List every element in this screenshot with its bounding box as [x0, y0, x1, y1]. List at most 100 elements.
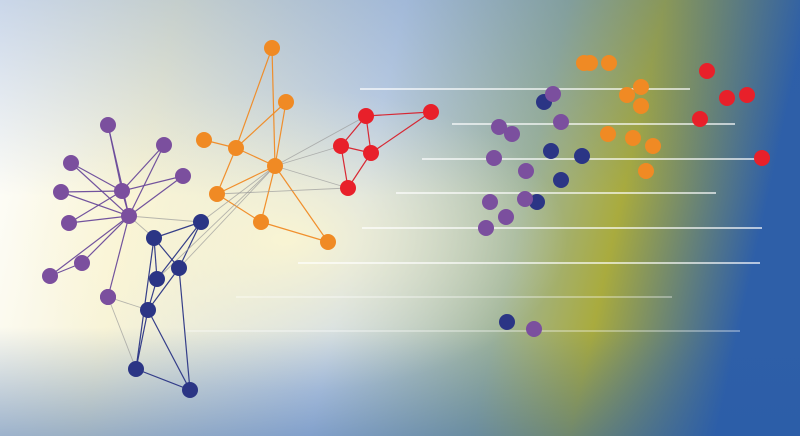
edge-o_c-o_a — [235, 47, 273, 149]
edge-n_c-n_e — [147, 267, 180, 311]
embedding-point-red — [692, 111, 708, 127]
edge-r_a-r_e — [365, 111, 432, 117]
edge-o_hub-n_d — [156, 165, 276, 280]
embedding-point-red — [719, 90, 735, 106]
network-node-p_a — [100, 117, 116, 133]
edge-o_hub-o_e — [260, 165, 276, 223]
embedding-point-orange — [638, 163, 654, 179]
embedding-point-purple — [553, 114, 569, 130]
network-node-o_hub — [267, 158, 283, 174]
network-node-o_d — [209, 186, 225, 202]
embedding-guide-lines — [186, 88, 762, 332]
edge-p_hub2-p_f — [68, 215, 130, 224]
network-node-o_e — [253, 214, 269, 230]
embedding-point-orange — [576, 55, 592, 71]
edge-n_a-n_d — [156, 221, 202, 280]
network-node-p_d — [175, 168, 191, 184]
network-node-n_g — [182, 382, 198, 398]
embedding-point-orange — [619, 87, 635, 103]
edge-p_hub1-p_d — [121, 175, 184, 192]
network-node-p_hub1 — [114, 183, 130, 199]
network-edges — [49, 47, 432, 391]
network-node-p_c — [63, 155, 79, 171]
edge-o_hub-r_d — [274, 165, 349, 189]
network-node-o_b — [278, 94, 294, 110]
embedding-point-red — [739, 87, 755, 103]
edge-p_i-n_f — [107, 296, 137, 370]
edge-n_f-n_g — [135, 368, 191, 391]
embedding-point-purple — [491, 119, 507, 135]
edge-p_hub2-p_d — [128, 175, 184, 217]
edge-p_hub2-p_g — [81, 215, 130, 264]
embedding-point-purple — [482, 194, 498, 210]
network-node-p_j — [100, 289, 116, 305]
network-node-n_f — [128, 361, 144, 377]
embedding-point-orange — [601, 55, 617, 71]
network-node-r_b — [333, 138, 349, 154]
network-node-n_d — [149, 271, 165, 287]
network-node-n_e — [140, 302, 156, 318]
edge-p_hub1-p_b — [121, 144, 165, 192]
embedding-point-navy — [499, 314, 515, 330]
embedding-point-red — [699, 63, 715, 79]
edge-o_hub-o_f — [274, 165, 329, 243]
edge-r_c-r_e — [370, 111, 432, 154]
network-node-n_a — [193, 214, 209, 230]
edge-p_hub2-p_c — [70, 162, 130, 217]
network-node-r_d — [340, 180, 356, 196]
network-node-n_b — [146, 230, 162, 246]
network-node-p_e — [53, 184, 69, 200]
embedding-point-purple — [518, 163, 534, 179]
edge-o_hub-o_a — [271, 47, 276, 167]
edge-n_e-n_f — [135, 309, 149, 370]
embedding-point-purple — [498, 209, 514, 225]
network-node-p_h — [42, 268, 58, 284]
edge-o_c-o_d — [216, 147, 237, 195]
network-nodes — [42, 40, 439, 398]
embedding-point-purple — [504, 126, 520, 142]
edge-p_hub2-p_e — [60, 191, 130, 217]
embedding-point-purple — [526, 321, 542, 337]
edge-p_hub2-p_a — [107, 124, 130, 217]
network-node-o_a — [264, 40, 280, 56]
embedding-point-purple — [486, 150, 502, 166]
embedding-point-red — [754, 150, 770, 166]
edge-p_hub1-p_e — [60, 190, 123, 193]
edge-o_c-o_b — [235, 101, 287, 149]
network-node-p_f — [61, 215, 77, 231]
embedding-point-purple — [545, 86, 561, 102]
edge-o_hub-o_b — [274, 101, 287, 167]
edge-p_hub2-p_h — [49, 215, 130, 277]
network-node-r_e — [423, 104, 439, 120]
edge-o_hub-n_a — [200, 165, 276, 223]
embedding-point-navy — [553, 172, 569, 188]
embedding-point-purple — [517, 191, 533, 207]
edge-n_a-n_c — [178, 221, 202, 269]
edge-o_e-o_f — [260, 221, 329, 243]
edge-o_hub-r_a — [274, 115, 367, 167]
network-node-r_c — [363, 145, 379, 161]
edge-o_d-r_d — [216, 187, 349, 195]
embedding-point-orange — [633, 98, 649, 114]
network-node-p_g — [74, 255, 90, 271]
embedding-point-orange — [645, 138, 661, 154]
network-node-o_c — [228, 140, 244, 156]
edge-p_hub1-p_c — [70, 162, 123, 192]
edge-p_hub2-p_i — [107, 215, 130, 298]
edge-o_hub-n_c — [178, 165, 276, 269]
embedding-point-orange — [600, 126, 616, 142]
embedding-point-navy — [543, 143, 559, 159]
network-node-o_f — [320, 234, 336, 250]
embedding-point-navy — [574, 148, 590, 164]
network-node-p_b — [156, 137, 172, 153]
edge-p_hub1-p_f — [68, 190, 123, 224]
edge-n_c-n_g — [178, 267, 191, 391]
network-node-r_a — [358, 108, 374, 124]
embedding-points — [478, 55, 770, 337]
edge-n_a-n_b — [153, 221, 202, 239]
edge-p_hub2-p_b — [128, 144, 165, 217]
embedding-point-purple — [478, 220, 494, 236]
